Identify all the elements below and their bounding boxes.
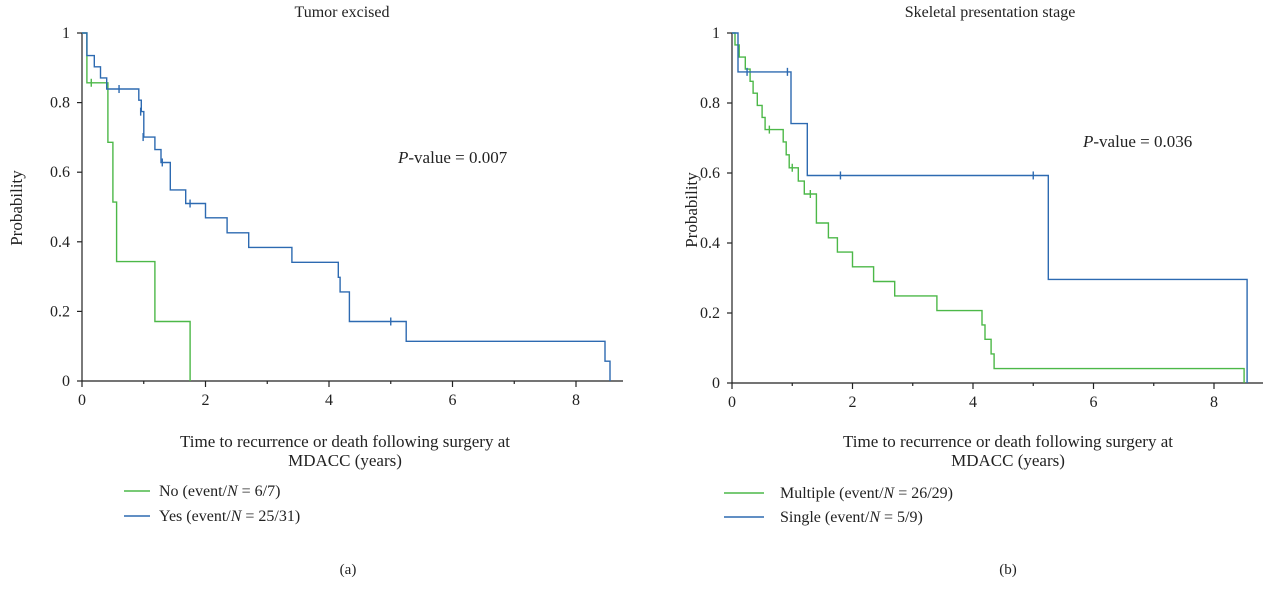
panel-b-series-single-curve (732, 32, 1248, 383)
panel-a-ylabel: Probability (7, 170, 26, 246)
panel-a-ytick-label: 1 (62, 25, 70, 42)
panel-a-pvalue: P-value = 0.007 (397, 148, 508, 167)
panel-b-xlabel-line1: Time to recurrence or death following su… (843, 432, 1173, 451)
panel-a-sublabel: (a) (340, 562, 357, 578)
panel-a-xlabel-line2: MDACC (years) (288, 451, 402, 470)
panel-a-xtick-label: 8 (572, 392, 580, 409)
panel-a: Tumor excised Probability Time to recurr… (7, 4, 510, 578)
panel-b-xtick-label: 2 (849, 394, 857, 411)
panel-a-ytick-label: 0.6 (50, 164, 70, 181)
panel-a-series-no-curve (82, 32, 191, 381)
panel-b-xtick-label: 0 (728, 394, 736, 411)
panel-b-title: Skeletal presentation stage (905, 4, 1076, 21)
panel-b-xtick-label: 6 (1090, 394, 1098, 411)
panel-b-xtick-label: 4 (969, 394, 977, 411)
panel-a-xlabel-line1: Time to recurrence or death following su… (180, 432, 510, 451)
panel-a-xtick-label: 2 (202, 392, 210, 409)
panel-b-pvalue: P-value = 0.036 (1082, 132, 1192, 151)
panel-a-legend-label-no: No (event/N = 6/7) (159, 483, 280, 500)
panel-b-legend-label-multiple: Multiple (event/N = 26/29) (780, 485, 953, 502)
panel-b-sublabel: (b) (999, 562, 1017, 578)
panel-a-ytick-label: 0 (62, 373, 70, 390)
panel-a-legend-label-yes: Yes (event/N = 25/31) (159, 508, 300, 525)
panel-a-title: Tumor excised (295, 4, 390, 21)
panel-a-xtick-label: 4 (325, 392, 333, 409)
panel-a-ytick-label: 0.2 (50, 303, 70, 320)
panel-b-xtick-label: 8 (1210, 394, 1218, 411)
panel-a-ytick-label: 0.4 (50, 234, 70, 251)
panel-b-ylabel: Probability (682, 172, 701, 248)
plot-layer: 0 0.2 0.4 0.6 0.8 1 0 2 4 6 8 0 0.2 0.4 0.6 0.8 1 0 2 4 6 8 (50, 25, 1263, 411)
panel-a-series-yes-curve (82, 32, 611, 381)
panel-b-ytick-label: 0.8 (700, 95, 720, 112)
panel-b-series-multiple-curve (732, 32, 1245, 383)
panel-a-xtick-label: 6 (449, 392, 457, 409)
panel-a-xtick-label: 0 (78, 392, 86, 409)
panel-b-ytick-label: 0.4 (700, 235, 720, 252)
panel-b: Skeletal presentation stage Probability … (682, 4, 1192, 578)
panel-a-ytick-label: 0.8 (50, 95, 70, 112)
panel-b-ytick-label: 1 (712, 25, 720, 42)
panel-b-ytick-label: 0.6 (700, 165, 720, 182)
panel-b-xlabel-line2: MDACC (years) (951, 451, 1065, 470)
panel-b-legend-label-single: Single (event/N = 5/9) (780, 509, 923, 526)
panel-b-ytick-label: 0 (712, 375, 720, 392)
panel-b-ytick-label: 0.2 (700, 305, 720, 322)
